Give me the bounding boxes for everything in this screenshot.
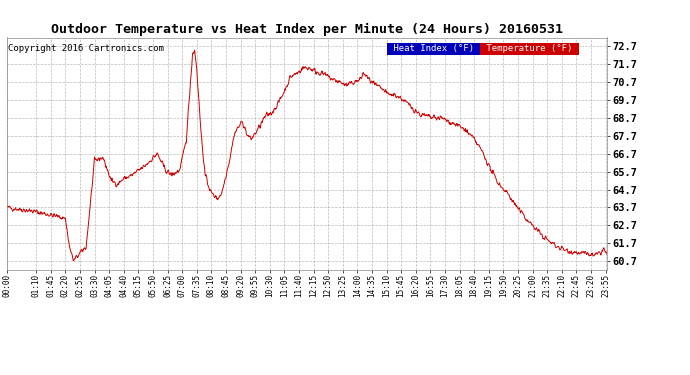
Text: Heat Index (°F): Heat Index (°F) xyxy=(388,45,480,54)
Text: Temperature (°F): Temperature (°F) xyxy=(481,45,578,54)
Text: Copyright 2016 Cartronics.com: Copyright 2016 Cartronics.com xyxy=(8,45,164,54)
Title: Outdoor Temperature vs Heat Index per Minute (24 Hours) 20160531: Outdoor Temperature vs Heat Index per Mi… xyxy=(51,23,563,36)
